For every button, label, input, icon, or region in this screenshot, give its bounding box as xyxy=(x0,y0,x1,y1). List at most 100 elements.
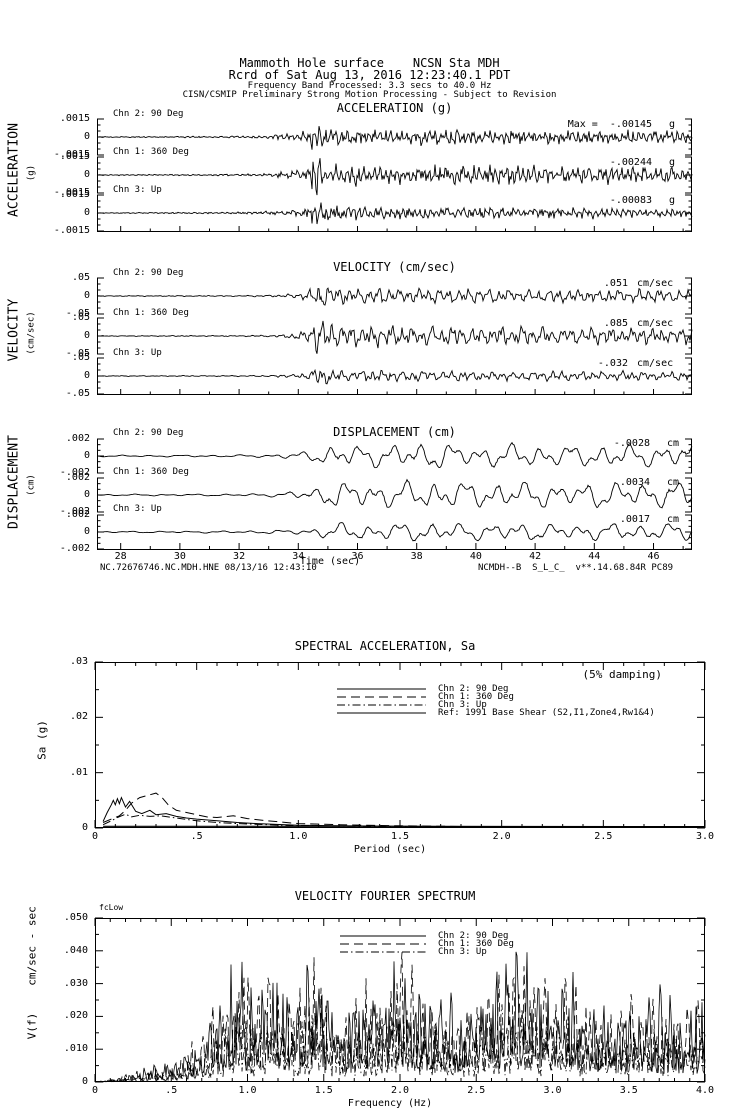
sa-x-tick-label: 2.0 xyxy=(492,831,511,842)
fourier-y-tick-label: .040 xyxy=(63,944,88,956)
velocity-title: VELOCITY (cm/sec) xyxy=(333,260,456,274)
sa-axes xyxy=(94,661,706,829)
sa-ylabel: Sa (g) xyxy=(35,720,49,760)
channel-label: Chn 3: Up xyxy=(113,348,162,358)
fourier-curve-1 xyxy=(94,952,706,1083)
record-id-footer: NC.72676746.NC.MDH.HNE 08/13/16 12:43:10 xyxy=(100,563,317,573)
sa-curve-1 xyxy=(102,792,706,828)
sa-x-tick-label: 1.5 xyxy=(390,831,410,842)
sa-x-tick-label: .5 xyxy=(190,831,203,842)
fourier-y-tick-label: .010 xyxy=(63,1043,88,1055)
spectral-acceleration-plot xyxy=(94,661,706,829)
max-unit-label: g xyxy=(669,195,676,206)
axis-tick-label: .05 xyxy=(71,312,90,323)
time-series-waveforms xyxy=(96,126,693,542)
legend-label: Chn 3: Up xyxy=(438,700,487,710)
sa-x-tick-label: 0 xyxy=(91,831,99,842)
max-value-label: .085 xyxy=(603,318,628,329)
time-tick-label: 40 xyxy=(469,551,482,562)
sa-y-tick-label: .03 xyxy=(69,656,88,667)
sa-curves xyxy=(102,792,706,828)
sa-x-tick-label: 3.0 xyxy=(695,831,715,842)
time-tick-label: 46 xyxy=(647,551,660,562)
waveform-displacement-channel-0 xyxy=(96,441,693,469)
fourier-curves xyxy=(94,951,706,1083)
fourier-y-tick-label: .030 xyxy=(63,977,88,989)
max-unit-label: cm/sec xyxy=(637,358,674,369)
waveform-acceleration-channel-2 xyxy=(96,202,693,225)
max-value-label: .0017 xyxy=(619,514,650,525)
max-value-label: -.00244 xyxy=(609,157,652,168)
fourier-y-tick-label: 0 xyxy=(81,1076,88,1087)
axis-tick-label: -.05 xyxy=(65,388,90,399)
fourier-xlabel: Frequency (Hz) xyxy=(347,1098,433,1109)
max-value-label: -.032 xyxy=(597,358,628,369)
axis-tick-label: 0 xyxy=(83,207,90,218)
max-value-label: -.00083 xyxy=(609,195,652,206)
axis-tick-label: -.0015 xyxy=(53,225,90,236)
max-value-label: -.0028 xyxy=(613,438,650,449)
legend-label: Chn 2: 90 Deg xyxy=(438,684,509,694)
time-tick-label: 44 xyxy=(588,551,601,562)
axis-tick-label: 0 xyxy=(83,169,90,180)
sa-x-tick-label: 2.5 xyxy=(594,831,613,842)
sa-xlabel: Period (sec) xyxy=(353,844,427,855)
fourier-title: VELOCITY FOURIER SPECTRUM xyxy=(294,889,476,903)
fourier-x-tick-label: 1.5 xyxy=(314,1085,333,1096)
fourier-x-tick-label: 0 xyxy=(91,1085,99,1096)
channel-label: Chn 1: 360 Deg xyxy=(113,147,189,157)
axis-tick-label: 0 xyxy=(83,330,90,341)
legend-label: Ref: 1991 Base Shear (S2,I1,Zone4,Rw1&4) xyxy=(438,708,655,718)
max-unit-label: cm xyxy=(667,438,680,449)
fourier-x-tick-label: 4.0 xyxy=(695,1085,715,1096)
axis-tick-label: -.0015 xyxy=(53,149,90,160)
fourier-axes xyxy=(94,917,706,1083)
waveform-displacement-channel-2 xyxy=(96,522,693,542)
channel-label: Chn 1: 360 Deg xyxy=(113,467,189,477)
time-tick-label: 28 xyxy=(114,551,127,562)
axis-tick-label: 0 xyxy=(83,450,90,461)
sa-y-tick-label: .01 xyxy=(69,766,88,778)
sa-y-tick-label: .02 xyxy=(69,711,88,723)
axis-tick-label: -.05 xyxy=(65,348,90,359)
axis-tick-label: -.002 xyxy=(59,543,90,554)
fourier-curve-0 xyxy=(95,951,706,1083)
fourier-y-tick-label: .020 xyxy=(63,1010,88,1022)
max-value-label: Max = -.00145 xyxy=(567,119,652,130)
fourier-ylabel-units: cm/sec - sec xyxy=(25,906,39,986)
damping-note: (5% damping) xyxy=(582,668,662,681)
channel-label: Chn 1: 360 Deg xyxy=(113,308,189,318)
waveform-velocity-channel-2 xyxy=(96,368,693,385)
fourier-x-tick-label: 3.5 xyxy=(619,1085,638,1096)
max-unit-label: g xyxy=(669,157,676,168)
fourier-x-tick-label: 3.0 xyxy=(543,1085,562,1096)
time-tick-label: 32 xyxy=(233,551,246,562)
axis-tick-label: .0015 xyxy=(59,151,90,162)
displacement-title: DISPLACEMENT (cm) xyxy=(333,425,456,439)
time-tick-label: 34 xyxy=(292,551,305,562)
axis-tick-label: -.0015 xyxy=(53,187,90,198)
axis-tick-label: .0015 xyxy=(59,113,90,124)
waveform-acceleration-channel-0 xyxy=(97,126,693,150)
max-unit-label: cm xyxy=(667,514,680,525)
fc-low-marker: fcLow xyxy=(99,903,124,912)
fourier-x-tick-label: 2.0 xyxy=(390,1085,410,1096)
axis-tick-label: 0 xyxy=(83,489,90,500)
axis-tick-label: 0 xyxy=(83,290,90,301)
sa-curve-0 xyxy=(102,796,706,828)
time-axis-label: Time (sec) xyxy=(299,556,361,567)
legend-label: Chn 1: 360 Deg xyxy=(438,939,514,949)
time-tick-label: 36 xyxy=(351,551,364,562)
fourier-spectrum-plot xyxy=(94,917,706,1083)
max-unit-label: cm/sec xyxy=(637,278,674,289)
frequency-band-line: Frequency Band Processed: 3.3 secs to 40… xyxy=(247,81,492,91)
max-value-label: .051 xyxy=(603,278,628,289)
channel-label: Chn 2: 90 Deg xyxy=(113,109,184,119)
max-unit-label: cm xyxy=(667,477,680,488)
fourier-legend-lines xyxy=(340,935,426,953)
axis-tick-label: 0 xyxy=(83,131,90,142)
legend-label: Chn 3: Up xyxy=(438,947,487,957)
axis-tick-label: -.05 xyxy=(65,308,90,319)
axis-tick-label: .05 xyxy=(71,352,90,363)
